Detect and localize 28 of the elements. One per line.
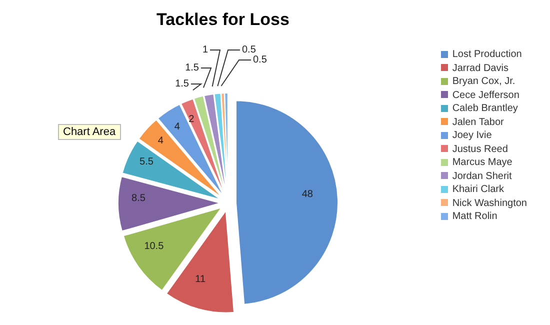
legend-label: Bryan Cox, Jr.	[452, 76, 516, 87]
data-label: 4	[158, 135, 164, 146]
legend-label: Nick Washington	[452, 198, 527, 208]
data-label: 10.5	[144, 241, 164, 252]
legend-label: Jarrad Davis	[452, 62, 508, 74]
legend-label: Matt Rolin	[452, 211, 498, 222]
data-label: 1.5	[185, 62, 200, 74]
legend-label: Justus Reed	[452, 144, 508, 154]
legend-label: Jalen Tabor	[452, 116, 504, 128]
legend-label: Caleb Brantley	[452, 103, 518, 114]
text: Chart Area	[58, 124, 121, 140]
data-label: 1.5	[175, 78, 190, 90]
data-label: 2	[188, 114, 195, 126]
legend-label: Jordan Sherit	[452, 170, 512, 182]
legend-label: Lost Production	[452, 49, 522, 60]
data-label: 8.5	[132, 193, 146, 204]
legend-label: Marcus Maye	[452, 157, 512, 168]
data-label: 48	[302, 189, 314, 200]
legend-label: Cece Jefferson	[452, 90, 520, 100]
legend-label: Khairi Clark	[452, 184, 504, 195]
data-label: 1	[202, 44, 208, 56]
chart-title: Tackles for Loss	[156, 10, 290, 30]
legend-label: Joey Ivie	[452, 130, 492, 141]
data-label: 5.5	[140, 156, 154, 168]
data-label: 0.5	[242, 44, 256, 56]
data-label: 0.5	[253, 54, 268, 66]
data-label: 4	[174, 122, 180, 133]
data-label: 11	[195, 274, 206, 285]
